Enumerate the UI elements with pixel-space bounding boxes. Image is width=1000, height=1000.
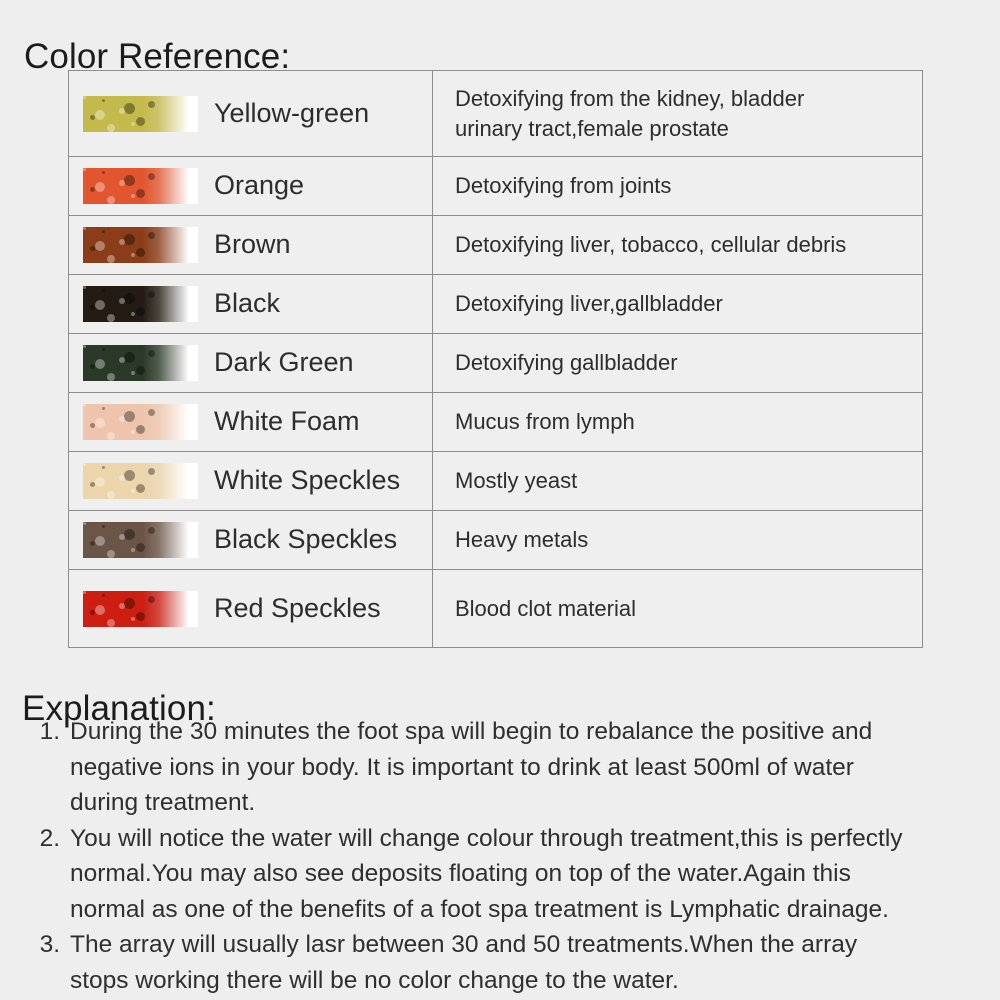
swatch-cell: White Foam [68,392,433,452]
description-line: urinary tract,female prostate [455,115,729,141]
color-name-label: Orange [214,170,305,201]
description-cell: Mostly yeast [432,451,923,511]
color-swatch-white-foam [83,404,198,440]
description-line: Detoxifying gallbladder [455,350,678,376]
description-cell: Blood clot material [432,569,923,648]
table-row: Red Speckles Blood clot material [68,569,923,648]
description-cell: Detoxifying from the kidney, bladder urin… [432,70,923,157]
description-line: Blood clot material [455,595,636,621]
description-line: Heavy metals [455,527,589,553]
list-item-number: 1. [39,718,60,745]
explanation-title: Explanation: [22,689,216,729]
list-item-line: During the 30 minutes the foot spa will … [70,718,873,745]
table-row: Dark Green Detoxifying gallbladder [68,333,923,393]
list-item-line: negative ions in your body. It is import… [70,753,854,781]
color-reference-table: Yellow-green Detoxifying from the kidney,… [68,70,923,648]
list-item-text: During the 30 minutes the foot spa will … [70,714,982,821]
list-item-text: You will notice the water will change co… [70,821,982,928]
description-line: Mostly yeast [455,468,578,494]
list-item: 2. You will notice the water will change … [22,821,982,928]
color-swatch-yellow-green [83,95,198,132]
list-item-line: The array will usually lasr between 30 a… [70,931,858,958]
table-row: Black Detoxifying liver,gallbladder [68,274,923,334]
swatch-cell: Orange [68,156,433,216]
swatch-cell: Black Speckles [68,510,433,570]
description-line: Mucus from lymph [455,409,635,435]
color-swatch-dark-green [83,345,198,381]
color-swatch-black-speckles [83,522,198,558]
page-title: Color Reference: [24,37,291,77]
description-cell: Detoxifying gallbladder [432,333,923,393]
swatch-cell: White Speckles [68,451,433,511]
list-item-line: normal.You may also see deposits floatin… [70,860,851,887]
swatch-cell: Brown [68,215,433,275]
description-cell: Detoxifying liver, tobacco, cellular deb… [432,215,923,275]
color-name-label: Brown [214,229,291,260]
table-row: Black Speckles Heavy metals [68,510,923,570]
description-line: Detoxifying liver, tobacco, cellular deb… [455,232,847,258]
color-swatch-white-speckles [83,463,198,499]
color-name-label: Black Speckles [214,524,398,555]
list-item-number: 2. [39,824,60,852]
table-row: White Speckles Mostly yeast [68,451,923,511]
color-swatch-black [83,286,198,322]
color-name-label: Black [214,288,281,319]
list-item-line: normal as one of the benefits of a foot … [70,895,889,923]
list-item-line: stops working there will be no color cha… [70,966,679,994]
list-item-line: You will notice the water will change co… [70,824,903,852]
description-cell: Heavy metals [432,510,923,570]
color-name-label: Red Speckles [214,592,381,623]
list-item-line: during treatment. [70,789,256,816]
description-line: Detoxifying from joints [455,173,672,199]
color-swatch-brown [83,227,198,263]
description-cell: Detoxifying from joints [432,156,923,216]
swatch-cell: Dark Green [68,333,433,393]
description-cell: Detoxifying liver,gallbladder [432,274,923,334]
list-item: 3. The array will usually lasr between 30… [22,927,982,998]
table-row: Brown Detoxifying liver, tobacco, cellula… [68,215,923,275]
description-line: Detoxifying liver,gallbladder [455,291,723,317]
description-line: Detoxifying from the kidney, bladder [455,86,805,112]
table-row: Orange Detoxifying from joints [68,156,923,216]
color-name-label: White Foam [214,406,360,437]
list-item: 1. During the 30 minutes the foot spa wil… [22,714,982,821]
description-cell: Mucus from lymph [432,392,923,452]
list-item-text: The array will usually lasr between 30 a… [70,927,982,998]
color-name-label: White Speckles [214,465,401,496]
swatch-cell: Yellow-green [68,70,433,157]
swatch-cell: Red Speckles [68,569,433,648]
swatch-cell: Black [68,274,433,334]
table-row: White Foam Mucus from lymph [68,392,923,452]
color-name-label: Yellow-green [214,97,370,128]
explanation-list: 1. During the 30 minutes the foot spa wil… [22,714,982,998]
color-name-label: Dark Green [214,347,354,378]
list-item-number: 3. [39,931,60,958]
table-row: Yellow-green Detoxifying from the kidney,… [68,70,923,157]
color-swatch-red-speckles [83,590,198,627]
color-swatch-orange [83,168,198,204]
